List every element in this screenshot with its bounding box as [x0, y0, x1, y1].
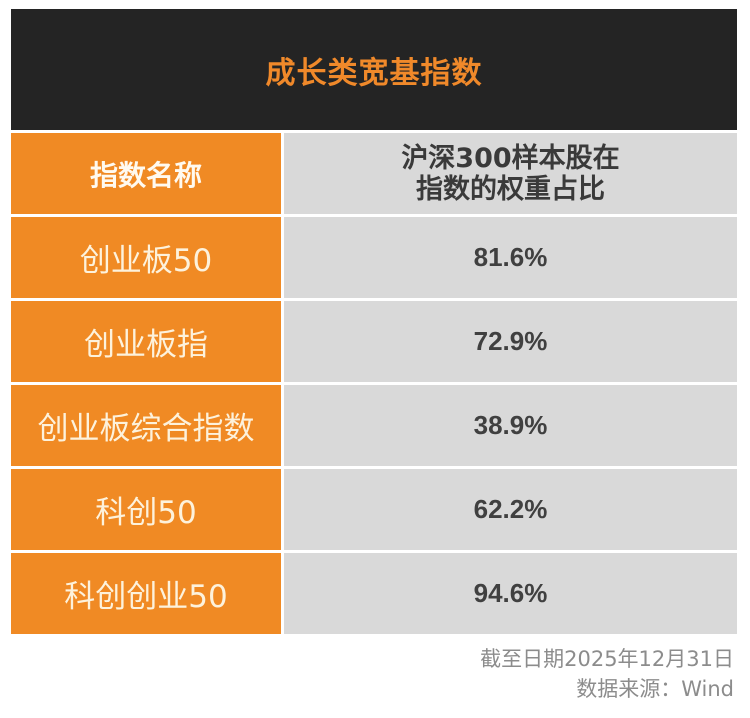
- weight-value-cell: 72.9%: [284, 301, 737, 382]
- header-weight-line1: 沪深300样本股在: [401, 142, 620, 174]
- index-name-cell: 创业板指: [11, 301, 281, 382]
- table-row: 创业板指 72.9%: [11, 301, 737, 382]
- header-row: 指数名称 沪深300样本股在 指数的权重占比: [11, 133, 737, 214]
- index-name-cell: 科创50: [11, 469, 281, 550]
- table-title-band: 成长类宽基指数: [11, 9, 737, 130]
- index-name-cell: 科创创业50: [11, 553, 281, 634]
- index-name-cell: 创业板50: [11, 217, 281, 298]
- table-row: 科创50 62.2%: [11, 469, 737, 550]
- source-note: 数据来源：Wind: [576, 677, 734, 701]
- table-row: 科创创业50 94.6%: [11, 553, 737, 634]
- index-name-cell: 创业板综合指数: [11, 385, 281, 466]
- weight-table: 成长类宽基指数 指数名称 沪深300样本股在 指数的权重占比 创业板50 81.…: [11, 9, 737, 634]
- weight-value-cell: 38.9%: [284, 385, 737, 466]
- weight-value-cell: 62.2%: [284, 469, 737, 550]
- weight-value-cell: 81.6%: [284, 217, 737, 298]
- header-weight: 沪深300样本股在 指数的权重占比: [284, 133, 737, 214]
- date-note: 截至日期2025年12月31日: [480, 647, 734, 671]
- header-weight-line2: 指数的权重占比: [416, 173, 605, 205]
- table-row: 创业板综合指数 38.9%: [11, 385, 737, 466]
- footer-notes: 截至日期2025年12月31日 数据来源：Wind: [480, 644, 734, 704]
- table-row: 创业板50 81.6%: [11, 217, 737, 298]
- table-title: 成长类宽基指数: [265, 55, 483, 91]
- weight-value-cell: 94.6%: [284, 553, 737, 634]
- header-index-name: 指数名称: [11, 133, 281, 214]
